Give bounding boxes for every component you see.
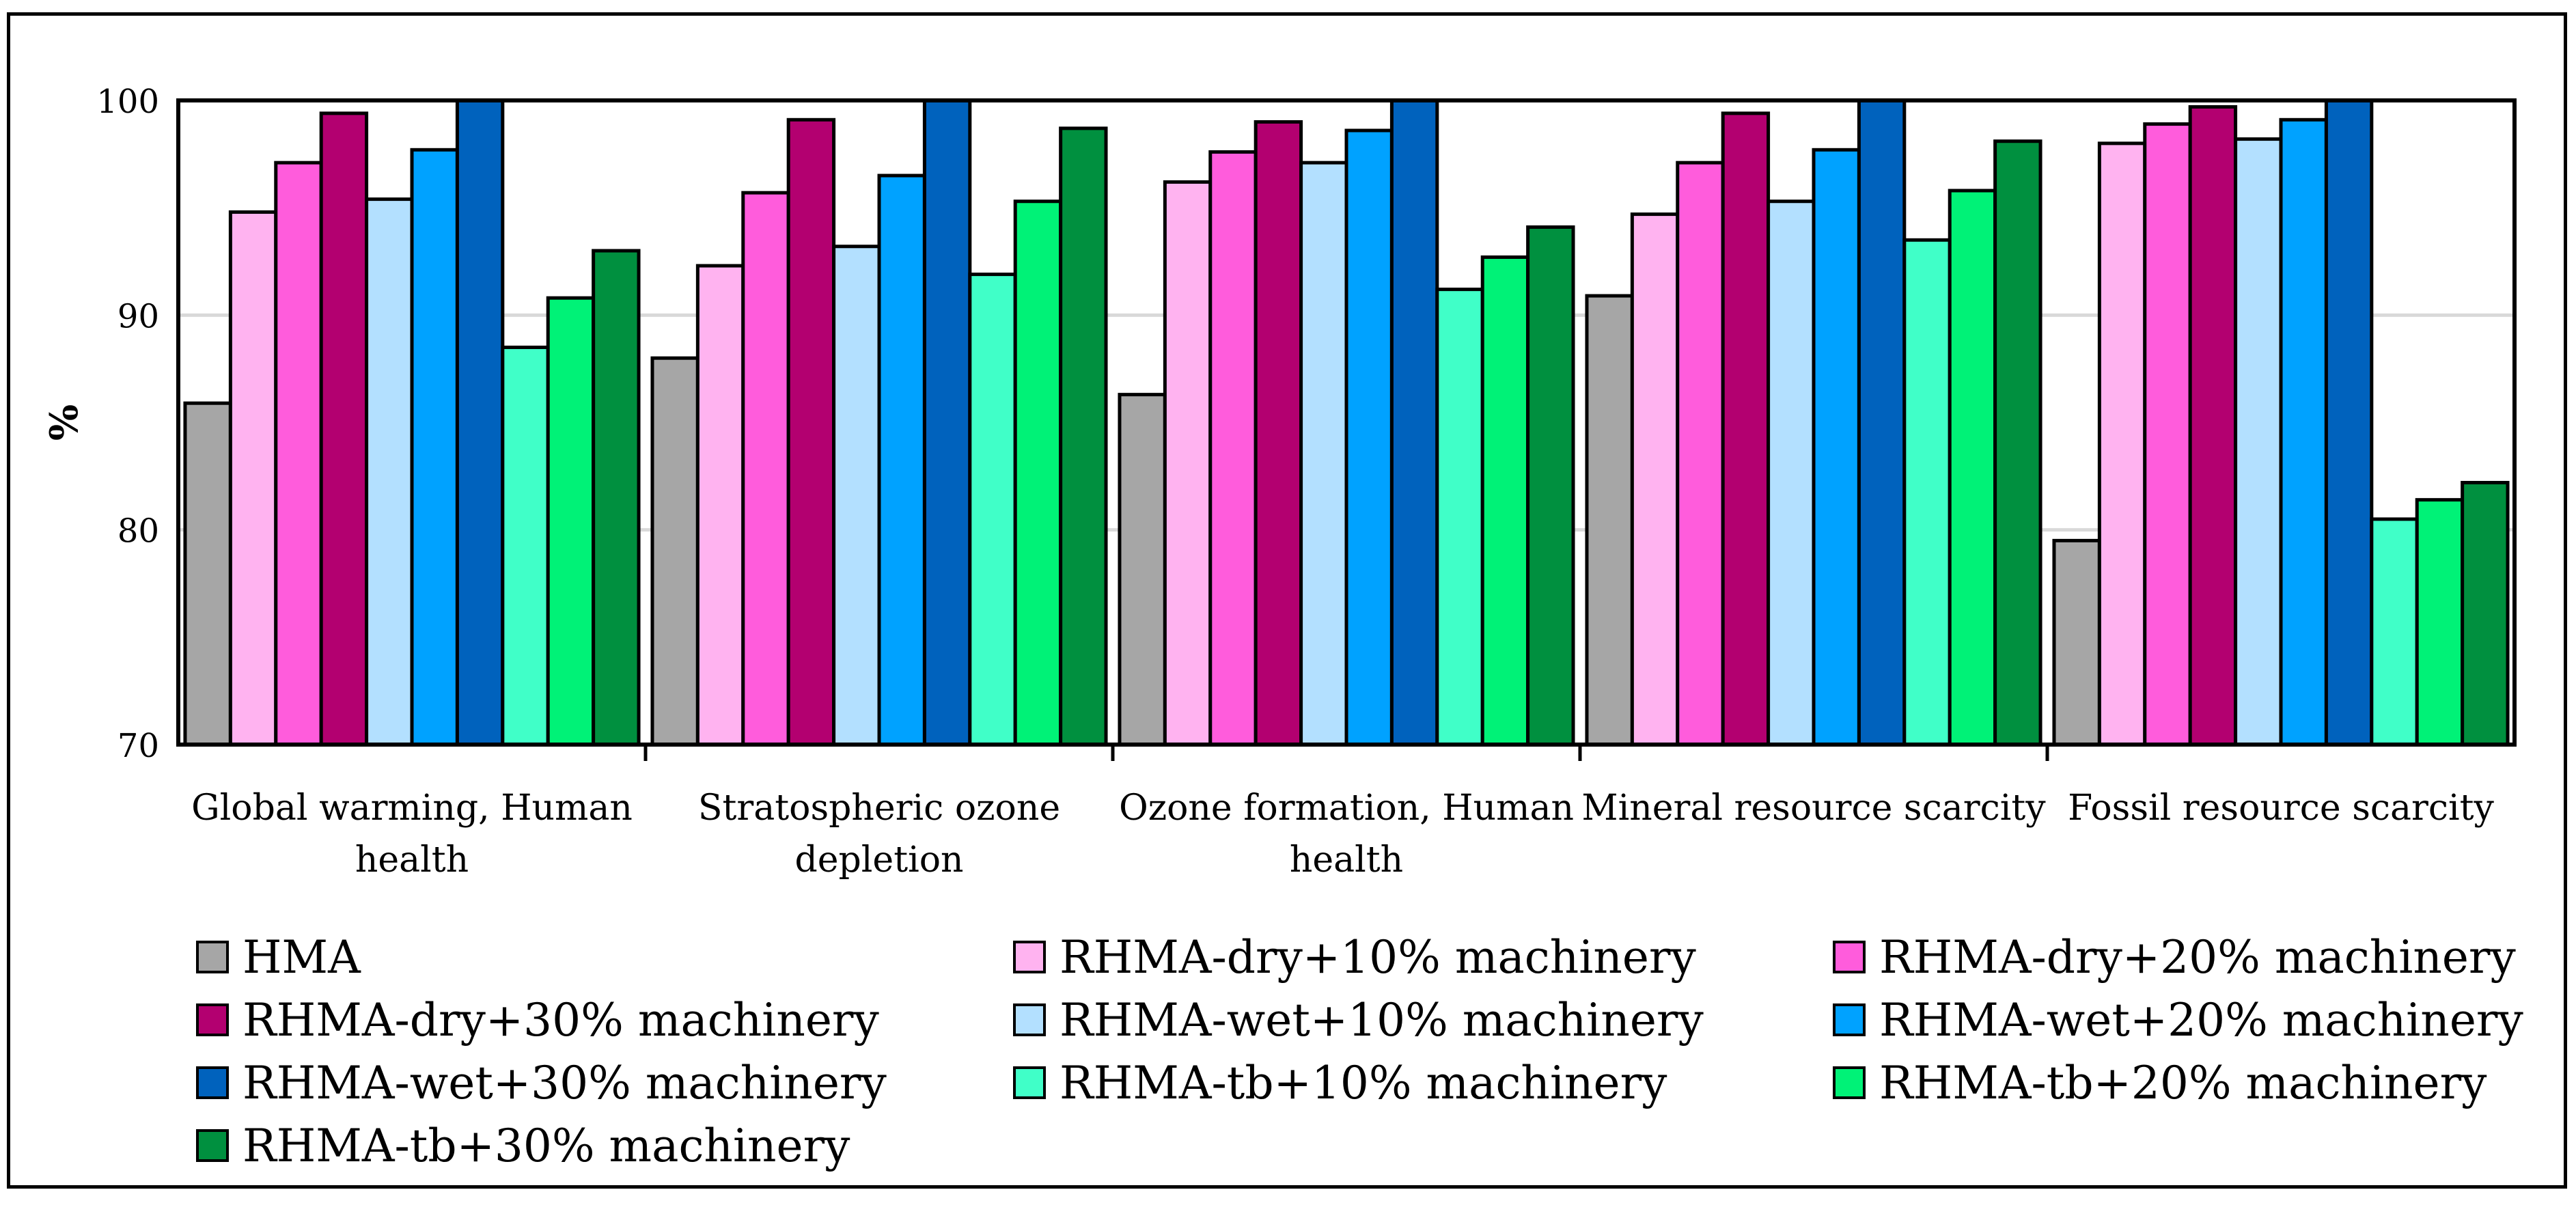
legend-label: RHMA-wet+10% machinery <box>1060 993 1704 1047</box>
legend-label: RHMA-tb+20% machinery <box>1879 1056 2487 1109</box>
bar <box>1118 393 1167 747</box>
bar <box>2370 517 2419 747</box>
legend-item: RHMA-dry+20% machinery <box>1833 930 2516 984</box>
legend-swatch <box>196 941 229 973</box>
bar <box>741 191 790 747</box>
legend-swatch <box>1833 1066 1866 1099</box>
legend-label: RHMA-dry+30% machinery <box>243 993 879 1047</box>
y-tick-label: 100 <box>96 83 159 121</box>
bar <box>922 98 972 747</box>
legend-label: RHMA-wet+20% machinery <box>1879 993 2523 1047</box>
bar <box>2052 538 2101 747</box>
bar <box>877 174 926 747</box>
bar <box>2234 137 2283 747</box>
axes <box>176 98 2517 761</box>
legend-item: RHMA-dry+10% machinery <box>1013 930 1696 984</box>
x-tick-label: Ozone formation, Human health <box>1119 788 1574 881</box>
bar <box>1389 98 1439 747</box>
legend-item: RHMA-tb+30% machinery <box>196 1118 850 1173</box>
x-tick-label: Fossil resource scarcity <box>2068 788 2494 829</box>
legend-swatch <box>196 1066 229 1099</box>
legend-label: RHMA-dry+10% machinery <box>1060 930 1696 984</box>
bar <box>1676 161 1725 747</box>
bar <box>2461 481 2510 747</box>
bar <box>650 356 700 747</box>
bar <box>1254 120 1303 747</box>
bar <box>695 264 745 747</box>
legend-item: RHMA-wet+20% machinery <box>1833 993 2523 1047</box>
bar <box>1480 255 1530 747</box>
legend-item: RHMA-dry+30% machinery <box>196 993 879 1047</box>
bar <box>1013 199 1063 747</box>
bar <box>592 249 641 747</box>
y-axis-label: % <box>42 404 87 441</box>
legend-swatch <box>196 1003 229 1036</box>
bar <box>786 117 836 747</box>
bar <box>365 197 414 747</box>
legend-swatch <box>1833 1003 1866 1036</box>
legend-swatch <box>1833 941 1866 973</box>
bar <box>1721 111 1771 747</box>
bar <box>2188 105 2238 747</box>
tick-labels: 70 80 90 100% Global warming, Human health Str… <box>42 83 2495 881</box>
bar <box>410 148 459 747</box>
bar <box>968 273 1017 747</box>
bar <box>832 245 881 747</box>
bar <box>1948 189 1997 747</box>
bar <box>1585 294 1634 747</box>
bar <box>319 111 369 747</box>
legend-label: RHMA-tb+30% machinery <box>243 1119 850 1172</box>
bar <box>455 98 505 747</box>
bar <box>1902 238 1952 747</box>
legend-item: HMA <box>196 930 361 984</box>
legend-label: HMA <box>243 930 361 984</box>
legend-item: RHMA-tb+20% machinery <box>1833 1055 2487 1110</box>
x-tick-label: Mineral resource scarcity <box>1581 788 2046 829</box>
bar <box>1993 139 2042 747</box>
legend-swatch <box>1013 941 1046 973</box>
legend-swatch <box>1013 1003 1046 1036</box>
bar <box>1630 212 1680 747</box>
bar <box>1208 150 1258 747</box>
bar <box>1163 180 1213 747</box>
bar <box>2143 122 2192 747</box>
bar <box>183 401 232 747</box>
bar <box>1059 126 1108 747</box>
legend-label: RHMA-dry+20% machinery <box>1879 930 2516 984</box>
legend-swatch <box>1013 1066 1046 1099</box>
y-tick-label: 70 <box>117 727 159 765</box>
legend-label: RHMA-wet+30% machinery <box>243 1056 887 1109</box>
legend-swatch <box>196 1129 229 1162</box>
bar <box>2279 117 2328 747</box>
bar <box>2324 98 2374 747</box>
legend-item: RHMA-tb+10% machinery <box>1013 1055 1667 1110</box>
plot-border <box>176 98 2517 747</box>
bars <box>183 98 2510 747</box>
legend-item: RHMA-wet+30% machinery <box>196 1055 887 1110</box>
x-tick-label: Global warming, Human health <box>191 788 633 881</box>
bar <box>1344 128 1394 747</box>
chart-frame: 70 80 90 100% Global warming, Human health Str… <box>7 12 2567 1189</box>
x-tick-label: Stratospheric ozone depletion <box>698 788 1060 881</box>
bar <box>228 210 278 747</box>
bar <box>2415 498 2465 747</box>
bar <box>1857 98 1907 747</box>
bar <box>1812 148 1861 747</box>
legend: HMA RHMA-dry+10% machinery RHMA-dry+20% ma… <box>196 930 2523 1182</box>
bar <box>1767 199 1816 747</box>
bar <box>1299 161 1348 747</box>
bar <box>546 296 596 747</box>
bar-chart: 70 80 90 100% Global warming, Human health Str… <box>42 83 2517 881</box>
bar <box>501 345 550 747</box>
bar <box>1435 288 1484 747</box>
y-tick-label: 90 <box>117 297 159 335</box>
bar <box>1526 225 1575 747</box>
legend-label: RHMA-tb+10% machinery <box>1060 1056 1667 1109</box>
legend-item: RHMA-wet+10% machinery <box>1013 993 1704 1047</box>
bar <box>2097 141 2147 747</box>
y-tick-label: 80 <box>117 512 159 551</box>
bar <box>274 161 323 747</box>
